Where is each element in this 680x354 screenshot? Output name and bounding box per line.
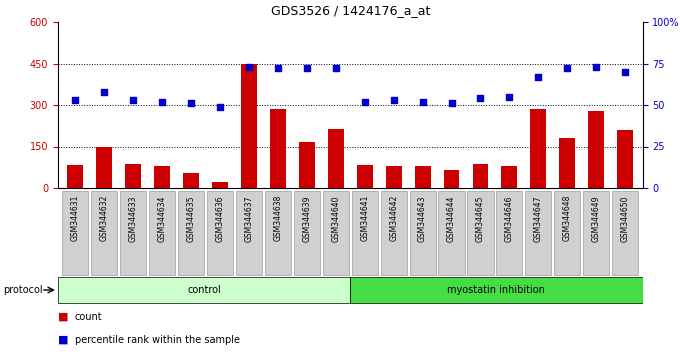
Text: GSM344634: GSM344634	[158, 195, 167, 241]
Text: ■: ■	[58, 312, 68, 321]
Bar	[241, 63, 257, 188]
Text: GSM344645: GSM344645	[476, 195, 485, 241]
Text: myostatin inhibition: myostatin inhibition	[447, 285, 545, 295]
Point	[591, 64, 602, 70]
Point	[70, 97, 81, 103]
Point	[330, 65, 341, 71]
FancyBboxPatch shape	[439, 191, 464, 275]
Text: protocol: protocol	[3, 285, 43, 295]
Text: GSM344631: GSM344631	[71, 195, 80, 241]
FancyBboxPatch shape	[236, 191, 262, 275]
Bar	[443, 170, 460, 188]
Text: GSM344650: GSM344650	[621, 195, 630, 241]
Point	[273, 65, 284, 71]
Point	[417, 99, 428, 104]
Point	[562, 65, 573, 71]
Bar	[328, 129, 343, 188]
FancyBboxPatch shape	[58, 276, 350, 303]
Bar	[357, 165, 373, 188]
Text: GSM344649: GSM344649	[592, 195, 600, 241]
Point	[99, 89, 109, 95]
Bar	[530, 109, 546, 188]
Bar	[501, 166, 517, 188]
Bar	[183, 173, 199, 188]
Text: GSM344638: GSM344638	[273, 195, 282, 241]
Point	[214, 104, 225, 109]
Text: GSM344647: GSM344647	[534, 195, 543, 241]
Text: count: count	[75, 312, 103, 321]
FancyBboxPatch shape	[294, 191, 320, 275]
FancyBboxPatch shape	[120, 191, 146, 275]
FancyBboxPatch shape	[350, 276, 643, 303]
Text: percentile rank within the sample: percentile rank within the sample	[75, 335, 240, 344]
Bar	[67, 165, 83, 188]
Point	[388, 97, 399, 103]
Text: GSM344635: GSM344635	[186, 195, 195, 241]
Bar	[617, 130, 633, 188]
Point	[301, 65, 312, 71]
Text: GSM344636: GSM344636	[216, 195, 224, 241]
FancyBboxPatch shape	[265, 191, 291, 275]
FancyBboxPatch shape	[91, 191, 117, 275]
Text: GSM344646: GSM344646	[505, 195, 514, 241]
Text: control: control	[187, 285, 221, 295]
Point	[533, 74, 544, 80]
FancyBboxPatch shape	[149, 191, 175, 275]
FancyBboxPatch shape	[496, 191, 522, 275]
Text: GSM344643: GSM344643	[418, 195, 427, 241]
Bar	[154, 166, 170, 188]
Text: ■: ■	[58, 335, 68, 344]
Text: GSM344648: GSM344648	[563, 195, 572, 241]
Point	[186, 101, 197, 106]
Bar	[588, 110, 605, 188]
Bar	[415, 166, 430, 188]
Point	[619, 69, 630, 75]
FancyBboxPatch shape	[612, 191, 639, 275]
FancyBboxPatch shape	[178, 191, 204, 275]
Point	[446, 101, 457, 106]
FancyBboxPatch shape	[467, 191, 494, 275]
Text: GSM344644: GSM344644	[447, 195, 456, 241]
FancyBboxPatch shape	[381, 191, 407, 275]
Text: GSM344641: GSM344641	[360, 195, 369, 241]
Text: GSM344642: GSM344642	[389, 195, 398, 241]
Point	[475, 96, 486, 101]
Bar	[212, 182, 228, 188]
Point	[359, 99, 370, 104]
Text: GDS3526 / 1424176_a_at: GDS3526 / 1424176_a_at	[271, 5, 430, 17]
Text: GSM344632: GSM344632	[100, 195, 109, 241]
Bar	[473, 164, 488, 188]
FancyBboxPatch shape	[554, 191, 580, 275]
Text: GSM344639: GSM344639	[303, 195, 311, 241]
Text: GSM344633: GSM344633	[129, 195, 137, 241]
FancyBboxPatch shape	[409, 191, 436, 275]
Text: GSM344640: GSM344640	[331, 195, 340, 241]
FancyBboxPatch shape	[352, 191, 377, 275]
Text: GSM344637: GSM344637	[244, 195, 254, 241]
FancyBboxPatch shape	[526, 191, 551, 275]
Point	[128, 97, 139, 103]
FancyBboxPatch shape	[583, 191, 609, 275]
Bar	[270, 109, 286, 188]
Point	[156, 99, 167, 104]
FancyBboxPatch shape	[207, 191, 233, 275]
FancyBboxPatch shape	[62, 191, 88, 275]
Bar	[299, 142, 315, 188]
Point	[243, 64, 254, 70]
FancyBboxPatch shape	[323, 191, 349, 275]
Bar	[560, 138, 575, 188]
Bar	[125, 164, 141, 188]
Bar	[96, 147, 112, 188]
Point	[504, 94, 515, 99]
Bar	[386, 166, 402, 188]
